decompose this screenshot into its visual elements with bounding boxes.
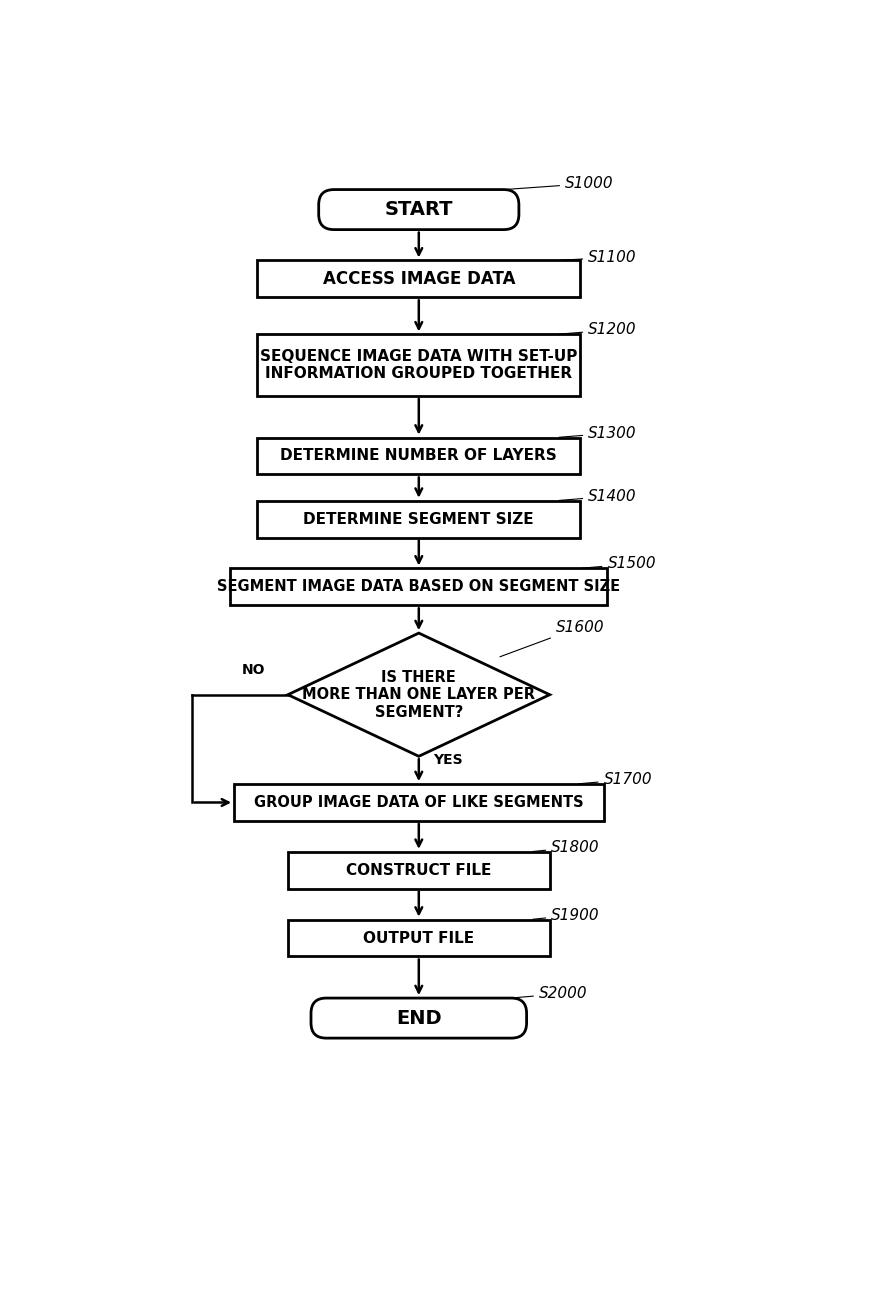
FancyBboxPatch shape bbox=[319, 190, 519, 230]
Bar bbox=[234, 784, 604, 821]
Text: S1800: S1800 bbox=[533, 839, 600, 855]
Bar bbox=[257, 334, 580, 396]
Bar bbox=[288, 919, 550, 957]
Text: DETERMINE NUMBER OF LAYERS: DETERMINE NUMBER OF LAYERS bbox=[281, 448, 557, 463]
Text: S1200: S1200 bbox=[559, 323, 637, 337]
Polygon shape bbox=[288, 633, 550, 757]
Text: S1600: S1600 bbox=[500, 620, 605, 657]
Bar bbox=[288, 852, 550, 888]
Bar bbox=[257, 501, 580, 537]
Bar bbox=[257, 438, 580, 475]
Text: SEQUENCE IMAGE DATA WITH SET-UP
INFORMATION GROUPED TOGETHER: SEQUENCE IMAGE DATA WITH SET-UP INFORMAT… bbox=[260, 349, 578, 381]
Text: S2000: S2000 bbox=[514, 986, 587, 1001]
Text: START: START bbox=[385, 200, 453, 219]
Text: IS THERE
MORE THAN ONE LAYER PER
SEGMENT?: IS THERE MORE THAN ONE LAYER PER SEGMENT… bbox=[302, 670, 535, 719]
Text: NO: NO bbox=[242, 664, 265, 676]
Text: S1100: S1100 bbox=[559, 250, 637, 265]
Text: GROUP IMAGE DATA OF LIKE SEGMENTS: GROUP IMAGE DATA OF LIKE SEGMENTS bbox=[254, 795, 584, 809]
Text: END: END bbox=[396, 1008, 441, 1028]
Text: S1500: S1500 bbox=[582, 556, 656, 572]
Text: OUTPUT FILE: OUTPUT FILE bbox=[363, 931, 474, 945]
Text: S1400: S1400 bbox=[559, 489, 637, 503]
Bar bbox=[230, 568, 607, 605]
Text: CONSTRUCT FILE: CONSTRUCT FILE bbox=[346, 862, 492, 878]
Text: SEGMENT IMAGE DATA BASED ON SEGMENT SIZE: SEGMENT IMAGE DATA BASED ON SEGMENT SIZE bbox=[217, 580, 620, 594]
Text: S1300: S1300 bbox=[559, 426, 637, 440]
Bar bbox=[257, 261, 580, 297]
Text: DETERMINE SEGMENT SIZE: DETERMINE SEGMENT SIZE bbox=[303, 511, 534, 527]
Text: S1700: S1700 bbox=[579, 772, 653, 788]
Text: YES: YES bbox=[433, 753, 462, 767]
Text: ACCESS IMAGE DATA: ACCESS IMAGE DATA bbox=[322, 270, 515, 288]
FancyBboxPatch shape bbox=[311, 998, 527, 1038]
Text: S1900: S1900 bbox=[533, 908, 600, 923]
Text: S1000: S1000 bbox=[507, 176, 614, 191]
